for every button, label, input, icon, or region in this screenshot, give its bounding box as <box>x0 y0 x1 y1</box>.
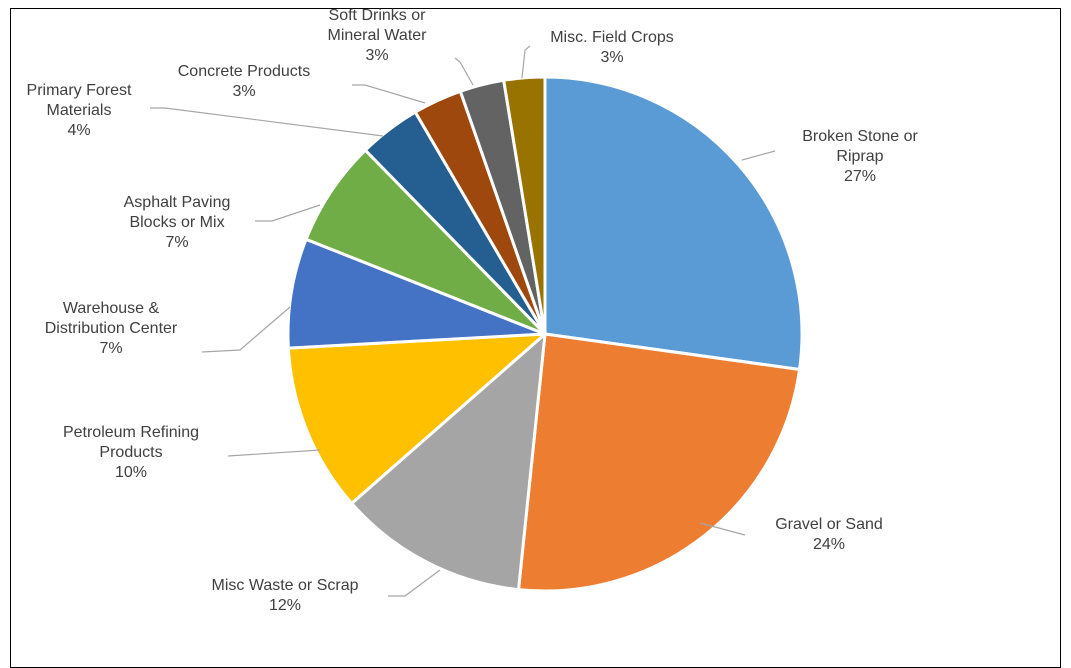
leader-line <box>201 306 291 353</box>
data-label: Broken Stone or Riprap 27% <box>802 128 918 185</box>
leader-line <box>150 107 384 137</box>
pie-slice-petroleum-refining-products <box>286 332 547 505</box>
data-label-percent: 3% <box>600 49 623 66</box>
leader-line <box>227 449 321 457</box>
data-label: Petroleum Refining Products 10% <box>63 424 199 481</box>
pie-slice-misc-waste-or-scrap <box>350 332 547 592</box>
leader-line <box>352 84 426 104</box>
data-label-category: Blocks or Mix <box>129 214 224 231</box>
leader-line <box>388 569 441 597</box>
data-label-category: Concrete Products <box>178 63 311 80</box>
data-labels: Broken Stone or Riprap 27% Gravel or Sand 24… <box>27 7 919 614</box>
data-label-percent: 10% <box>115 464 147 481</box>
data-label-category: Materials <box>47 102 112 119</box>
data-label: Gravel or Sand 24% <box>775 516 883 553</box>
pie-slices <box>286 75 804 593</box>
leader-line <box>521 45 531 79</box>
leader-line <box>255 204 321 222</box>
data-label: Misc Waste or Scrap 12% <box>212 577 359 614</box>
data-label: Asphalt Paving Blocks or Mix 7% <box>124 194 231 251</box>
data-label-percent: 24% <box>813 536 845 553</box>
data-label-category: Warehouse & <box>63 300 160 317</box>
data-label-percent: 27% <box>844 168 876 185</box>
data-label-category: Distribution Center <box>45 320 178 337</box>
data-label-category: Products <box>99 444 162 461</box>
data-label: Warehouse & Distribution Center 7% <box>45 300 178 357</box>
data-label-category: Petroleum Refining <box>63 424 199 441</box>
pie-slice-warehouse-distribution-center <box>286 237 547 350</box>
data-label-percent: 3% <box>365 47 388 64</box>
data-label-percent: 12% <box>269 597 301 614</box>
pie-slice-gravel-or-sand <box>517 332 802 593</box>
data-label: Misc. Field Crops 3% <box>550 29 674 66</box>
data-label-category: Misc Waste or Scrap <box>212 577 359 594</box>
data-label-category: Mineral Water <box>328 27 428 44</box>
data-label-category: Primary Forest <box>27 82 132 99</box>
data-label: Primary Forest Materials 4% <box>27 82 132 139</box>
data-label-category: Broken Stone or <box>802 128 918 145</box>
pie-slice-asphalt-paving-blocks-or-mix <box>304 148 547 336</box>
data-label-category: Soft Drinks or <box>329 7 427 24</box>
leader-line <box>741 150 776 161</box>
data-label-percent: 3% <box>232 83 255 100</box>
leader-line <box>454 57 474 86</box>
data-label-percent: 7% <box>165 234 188 251</box>
data-label-percent: 7% <box>99 340 122 357</box>
data-label-percent: 4% <box>67 122 90 139</box>
pie-slice-misc-field-crops <box>502 75 547 336</box>
data-label: Concrete Products 3% <box>178 63 311 100</box>
data-label-category: Riprap <box>836 148 883 165</box>
pie-slice-broken-stone-or-riprap <box>543 75 804 372</box>
data-label: Soft Drinks or Mineral Water 3% <box>328 7 428 64</box>
data-label-category: Asphalt Paving <box>124 194 231 211</box>
data-label-category: Gravel or Sand <box>775 516 883 533</box>
data-label-category: Misc. Field Crops <box>550 29 674 46</box>
leader-line <box>699 522 746 536</box>
leader-lines <box>150 45 776 597</box>
